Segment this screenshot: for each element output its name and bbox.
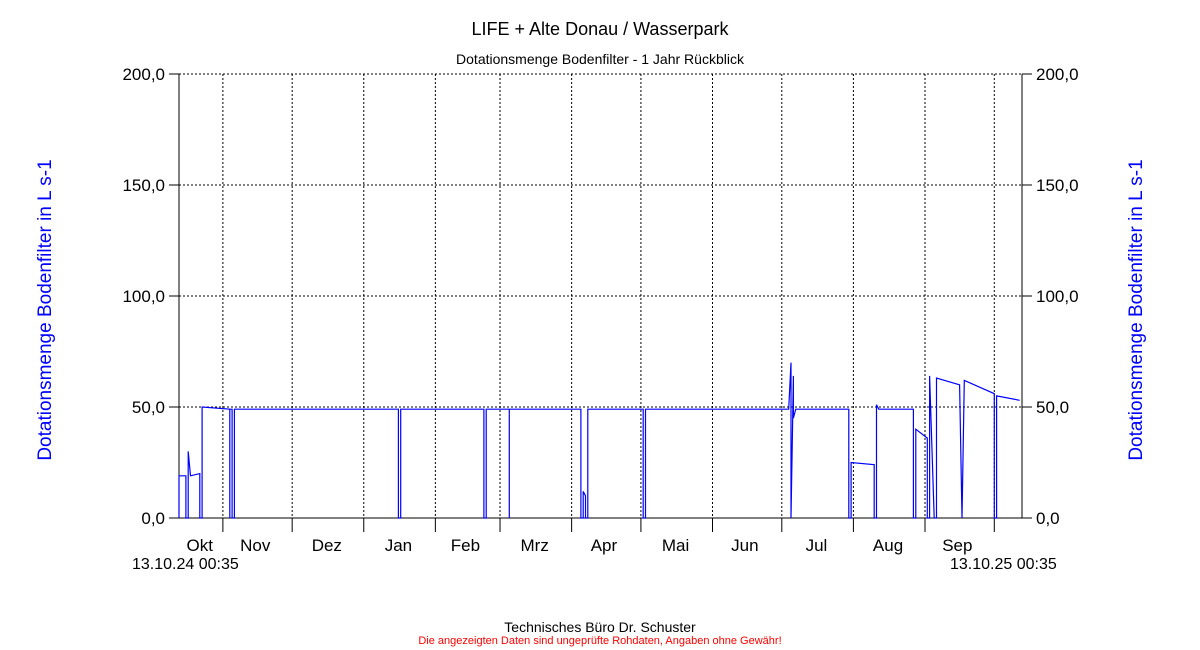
- y-tick-label-right: 150,0: [1036, 176, 1079, 195]
- x-tick-label: Dez: [312, 536, 342, 555]
- y-tick-label-right: 50,0: [1036, 398, 1069, 417]
- x-tick-label: Feb: [451, 536, 480, 555]
- x-tick-label: Okt: [187, 536, 214, 555]
- x-tick-label: Jul: [806, 536, 828, 555]
- x-tick-label: Nov: [240, 536, 271, 555]
- y-tick-label-left: 50,0: [132, 398, 165, 417]
- x-axis-end-date: 13.10.25 00:35: [950, 556, 1057, 573]
- disclaimer-text: Die angezeigten Daten sind ungeprüfte Ro…: [418, 635, 782, 647]
- x-tick-label: Apr: [591, 536, 618, 555]
- x-tick-label: Mai: [662, 536, 689, 555]
- chart-subtitle: Dotationsmenge Bodenfilter - 1 Jahr Rück…: [456, 51, 744, 67]
- y-tick-label-left: 200,0: [122, 65, 165, 84]
- y-tick-label-right: 0,0: [1036, 509, 1060, 528]
- y-tick-label-left: 150,0: [122, 176, 165, 195]
- x-tick-label: Jun: [731, 536, 758, 555]
- x-tick-label: Sep: [942, 536, 972, 555]
- x-axis-start-date: 13.10.24 00:35: [132, 556, 239, 573]
- credit-text: Technisches Büro Dr. Schuster: [504, 619, 696, 635]
- chart-title: LIFE + Alte Donau / Wasserpark: [471, 19, 729, 39]
- series-line: [178, 362, 1020, 519]
- x-tick-label: Mrz: [521, 536, 549, 555]
- x-tick-label: Jan: [385, 536, 412, 555]
- y-tick-label-left: 100,0: [122, 287, 165, 306]
- y-tick-label-left: 0,0: [141, 509, 165, 528]
- y-tick-label-right: 100,0: [1036, 287, 1079, 306]
- x-tick-label: Aug: [873, 536, 903, 555]
- y-tick-label-right: 200,0: [1036, 65, 1079, 84]
